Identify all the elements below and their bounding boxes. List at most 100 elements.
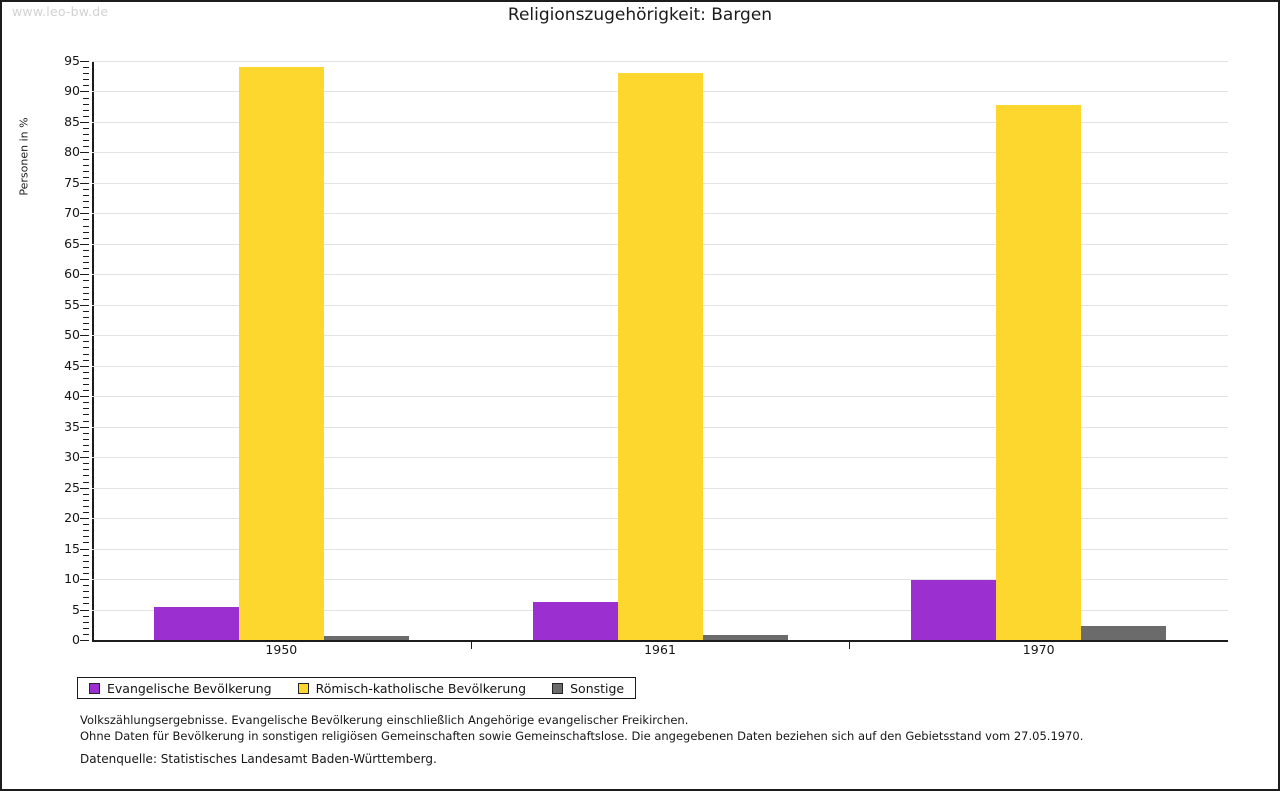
y-axis-minor-tick <box>83 323 89 325</box>
plot-area <box>92 61 1228 640</box>
y-axis-tick-label: 90 <box>64 83 80 99</box>
x-axis-tick <box>849 642 851 649</box>
y-axis-tick-label: 80 <box>64 144 80 160</box>
bar <box>1081 625 1167 640</box>
y-axis-tick <box>80 304 89 306</box>
x-axis-tick <box>470 642 472 649</box>
y-axis-minor-tick <box>83 597 89 599</box>
y-axis-tick-labels: 0 5 10 15 20 25 30 35 40 45 50 55 60 65 70 75 80 85 90 95 <box>50 53 89 647</box>
y-axis-minor-tick <box>83 280 89 282</box>
y-axis-minor-tick <box>83 444 89 446</box>
y-axis-tick <box>80 609 89 611</box>
y-axis-tick <box>80 182 89 184</box>
y-axis-minor-tick <box>83 158 89 160</box>
x-axis-tick-label: 1961 <box>644 642 676 657</box>
y-axis-minor-tick <box>83 566 89 568</box>
footnote-line-2: Ohne Daten für Bevölkerung in sonstigen … <box>80 729 1084 743</box>
y-axis-minor-tick <box>83 316 89 318</box>
legend-swatch-icon <box>89 682 100 694</box>
y-axis-minor-tick <box>83 286 89 288</box>
y-axis-minor-tick <box>83 292 89 294</box>
page-title: Religionszugehörigkeit: Bargen <box>507 5 773 25</box>
x-axis-tick-label: 1970 <box>1022 642 1055 657</box>
y-axis-minor-tick <box>83 536 89 538</box>
x-axis-tick-label: 1950 <box>265 642 298 657</box>
y-axis-tick <box>80 548 89 550</box>
y-axis-tick-label: 85 <box>64 113 80 129</box>
y-axis-tick-label: 5 <box>72 601 80 617</box>
y-axis-tick <box>80 396 89 398</box>
legend: Evangelische Bevölkerung Römisch-katholis… <box>77 677 637 699</box>
legend-item: Römisch-katholische Bevölkerung <box>297 680 527 696</box>
y-axis-minor-tick <box>83 67 89 69</box>
y-axis-minor-tick <box>83 103 89 105</box>
y-axis-tick-label: 70 <box>64 205 80 221</box>
y-axis-minor-tick <box>83 469 89 471</box>
y-axis-tick <box>80 457 89 459</box>
y-axis-minor-tick <box>83 481 89 483</box>
y-axis-tick <box>80 518 89 520</box>
y-axis-minor-tick <box>83 85 89 87</box>
y-axis-minor-tick <box>83 347 89 349</box>
y-axis-minor-tick <box>83 249 89 251</box>
bar <box>153 607 239 640</box>
y-axis-minor-tick <box>83 268 89 270</box>
legend-label: Evangelische Bevölkerung <box>107 680 272 696</box>
y-axis-minor-tick <box>83 554 89 556</box>
y-axis-tick <box>80 640 89 641</box>
y-axis-minor-tick <box>83 237 89 239</box>
y-axis-tick-label: 55 <box>64 296 80 312</box>
y-axis-minor-tick <box>83 262 89 264</box>
y-axis-minor-tick <box>83 128 89 130</box>
y-axis-tick-label: 20 <box>64 510 80 526</box>
y-axis-minor-tick <box>83 298 89 300</box>
y-axis-tick-label: 95 <box>64 53 80 68</box>
x-axis-line <box>92 640 1228 642</box>
y-axis-tick <box>80 61 89 62</box>
legend-item: Sonstige <box>552 681 624 696</box>
y-axis-minor-tick <box>83 633 89 635</box>
bar <box>323 636 409 640</box>
y-axis-tick-label: 30 <box>64 449 80 465</box>
watermark: www.leo-bw.de <box>12 4 109 19</box>
y-axis-tick-label: 45 <box>64 357 80 373</box>
bar <box>532 601 618 640</box>
y-axis-tick <box>80 487 89 489</box>
y-axis-minor-tick <box>83 542 89 544</box>
y-axis-minor-tick <box>83 463 89 465</box>
y-axis-title: Personen in % <box>17 117 31 196</box>
y-axis-minor-tick <box>83 414 89 416</box>
y-axis-minor-tick <box>83 109 89 111</box>
y-axis-minor-tick <box>83 402 89 404</box>
y-axis-minor-tick <box>83 499 89 501</box>
y-axis-tick-label: 25 <box>64 479 80 495</box>
y-axis-minor-tick <box>83 505 89 507</box>
bar <box>702 635 788 640</box>
y-axis-minor-tick <box>83 341 89 343</box>
legend-item: Evangelische Bevölkerung <box>89 681 272 696</box>
legend-label: Römisch-katholische Bevölkerung <box>315 680 527 696</box>
y-axis-minor-tick <box>83 231 89 233</box>
y-axis-minor-tick <box>83 371 89 373</box>
y-axis-minor-tick <box>83 420 89 422</box>
y-axis-minor-tick <box>83 115 89 117</box>
y-axis-minor-tick <box>83 353 89 355</box>
y-axis-minor-tick <box>83 524 89 526</box>
y-axis-tick <box>80 91 89 93</box>
legend-swatch-icon <box>552 682 564 694</box>
y-axis-tick-label: 75 <box>64 174 80 190</box>
y-axis-minor-tick <box>83 97 89 99</box>
y-axis-minor-tick <box>83 201 89 203</box>
y-axis-line <box>92 61 94 641</box>
y-axis-tick-label: 35 <box>64 418 80 434</box>
y-axis-minor-tick <box>83 512 89 513</box>
footnote-line-1: Volkszählungsergebnisse. Evangelische Be… <box>80 713 689 727</box>
y-axis-minor-tick <box>83 377 89 379</box>
y-axis-minor-tick <box>83 560 89 562</box>
y-axis-minor-tick <box>83 164 89 166</box>
y-axis-minor-tick <box>83 585 89 587</box>
y-axis-minor-tick <box>83 207 89 209</box>
y-axis-minor-tick <box>83 627 89 629</box>
y-axis-tick <box>80 152 89 154</box>
